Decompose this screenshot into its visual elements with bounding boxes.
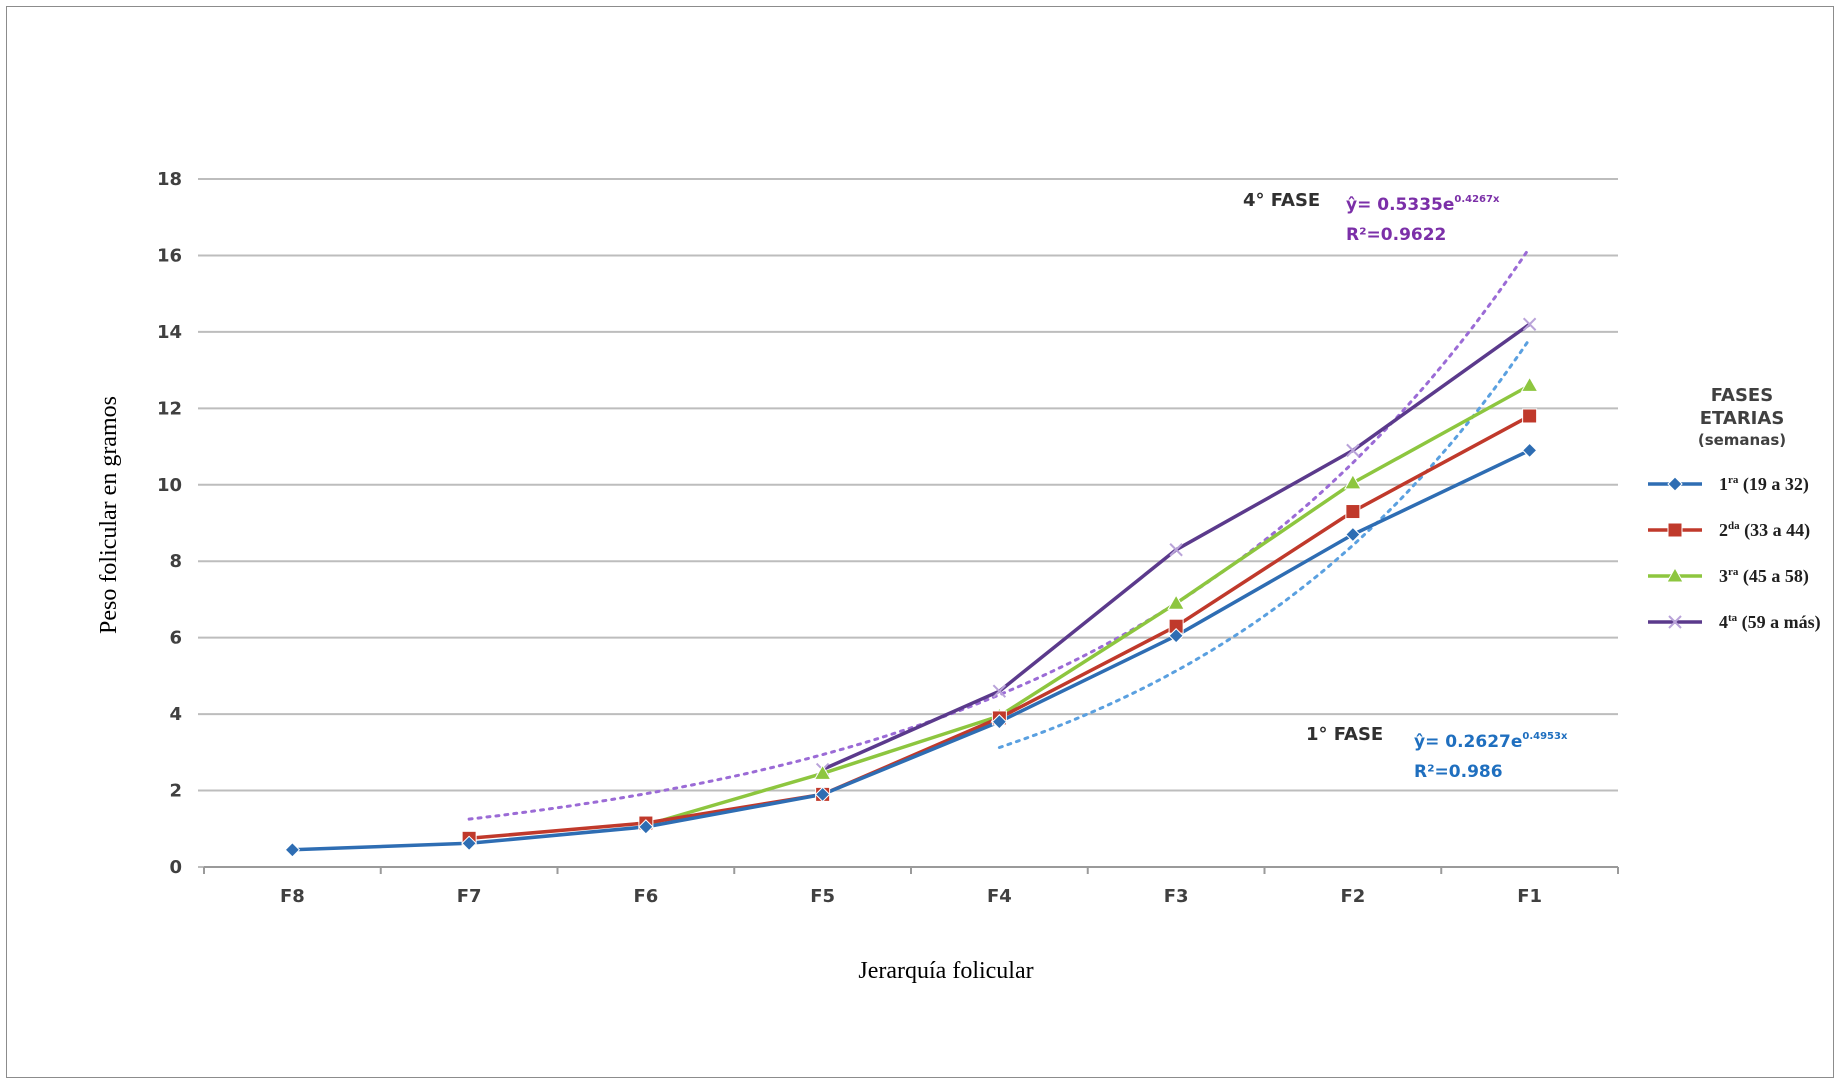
trendline-0 [997, 337, 1532, 749]
legend-label-3: 3ra (45 a 58) [1719, 566, 1809, 587]
y-tick-label-18: 18 [157, 169, 182, 190]
series-1-point-F6 [638, 819, 654, 835]
y-tick-label-16: 16 [157, 245, 182, 266]
y-axis-title: Peso folicular en gramos [96, 396, 122, 634]
series-4-point-F1 [1522, 317, 1537, 331]
series-4-point-F2 [1346, 443, 1360, 458]
annotation-4th-phase-equation: ŷ= 0.5335e0.4267x [1346, 194, 1500, 215]
x-axis-title: Jerarquía folicular [858, 958, 1033, 984]
series-4-point-F3-b [1169, 543, 1183, 557]
x-tick-label-F5: F5 [810, 886, 835, 907]
x-tick-label-F7: F7 [457, 886, 482, 907]
legend-label-4: 4ta (59 a más) [1719, 612, 1821, 633]
trendlines [467, 246, 1532, 821]
legend-label-2: 2da (33 a 44) [1719, 520, 1810, 541]
legend: FASES ETARIAS (semanas) 1ra (19 a 32) 2da… [1648, 385, 1821, 633]
x-tick-label-F8: F8 [280, 886, 305, 907]
series-4-point-F4-b [992, 684, 1007, 698]
annotation-4th-phase-label: 4° FASE [1243, 190, 1320, 211]
annotation-4th-phase-r2: R²=0.9622 [1346, 225, 1446, 245]
y-tick-label-8: 8 [169, 551, 182, 572]
series-3-point-F3 [1167, 594, 1185, 610]
legend-title-line1: FASES [1711, 385, 1773, 406]
series-2-point-F2 [1345, 504, 1361, 520]
series-4-point-F2-b [1346, 443, 1360, 458]
x-tick-label-F2: F2 [1340, 886, 1365, 907]
series-1-point-F7 [461, 835, 477, 852]
series-3-point-F5 [813, 764, 832, 780]
legend-marker-3 [1666, 566, 1684, 583]
annotation-1st-phase-r2: R²=0.986 [1414, 762, 1503, 782]
series-2-point-F1 [1522, 408, 1538, 424]
annotation-1st-phase-label: 1° FASE [1306, 724, 1383, 745]
series-line-4 [821, 322, 1531, 772]
legend-label-1: 1ra (19 a 32) [1719, 474, 1809, 495]
annotation-1st-phase-equation: ŷ= 0.2627e0.4953x [1414, 731, 1568, 752]
x-tick-label-F1: F1 [1517, 886, 1542, 907]
series-4-point-F3 [1169, 543, 1183, 557]
legend-marker-2 [1667, 522, 1683, 538]
series-line-2 [468, 414, 1531, 841]
annotation-1st-phase: 1° FASE ŷ= 0.2627e0.4953x R²=0.986 [1306, 724, 1568, 782]
chart-frame [6, 6, 1834, 1078]
series-3-point-F2 [1344, 473, 1362, 490]
series-1-point-F5 [814, 786, 831, 803]
y-tick-label-12: 12 [157, 398, 182, 419]
trendline-1 [467, 246, 1532, 821]
legend-title-line2: ETARIAS [1700, 408, 1785, 429]
annotation-4th-phase: 4° FASE ŷ= 0.5335e0.4267x R²=0.9622 [1243, 190, 1500, 245]
x-tick-label-F6: F6 [633, 886, 658, 907]
series-1-point-F3 [1168, 628, 1184, 644]
y-tick-label-6: 6 [169, 628, 182, 649]
series-1-point-F1 [1521, 442, 1538, 459]
legend-marker-4-b [1668, 615, 1682, 629]
y-tick-label-14: 14 [157, 322, 182, 343]
legend-title-line3: (semanas) [1698, 431, 1786, 449]
series-line-1 [292, 448, 1531, 852]
series-1-point-F4 [991, 714, 1008, 730]
series-4-point-F4 [992, 684, 1007, 698]
grid-lines [198, 178, 1618, 868]
y-tick-label-2: 2 [169, 781, 182, 802]
x-axis-ticks: F8 F7 F6 F5 F4 F3 F2 F1 [203, 866, 1619, 907]
y-axis-ticks: 0 2 4 6 8 10 12 14 16 18 [157, 169, 182, 878]
series-4-point-F1-b [1522, 317, 1537, 331]
series-3-point-F1 [1520, 376, 1539, 392]
y-tick-label-4: 4 [169, 704, 182, 725]
x-tick-label-F3: F3 [1164, 886, 1189, 907]
y-tick-label-0: 0 [169, 857, 182, 878]
legend-marker-1 [1667, 476, 1683, 492]
series-line-3 [645, 383, 1531, 827]
legend-marker-4 [1668, 615, 1682, 629]
series-1-point-F8 [284, 842, 301, 858]
series-1-point-F2 [1345, 526, 1361, 543]
y-tick-label-10: 10 [157, 475, 182, 496]
series-lines [284, 317, 1539, 858]
x-tick-label-F4: F4 [987, 886, 1012, 907]
